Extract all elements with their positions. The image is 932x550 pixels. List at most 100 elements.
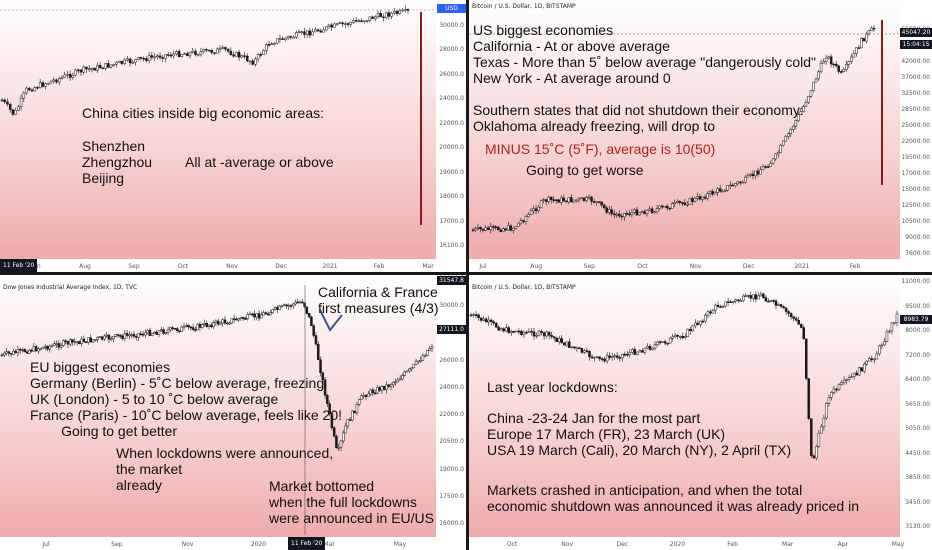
panel-top-left-chart[interactable]: 30000.0 28000.0 26000.0 24000.0 22000.0 20000… (0, 0, 466, 272)
candle (71, 72, 75, 80)
candle (792, 124, 795, 133)
candle (3, 351, 6, 357)
candle (502, 227, 505, 233)
candle (194, 326, 197, 333)
bl-price-axis[interactable]: 31000.030000.028000.026000.024000.022000… (436, 275, 466, 550)
candle (196, 323, 199, 331)
candle (638, 349, 642, 353)
candle (540, 329, 543, 336)
bl-california-note-1: California & France (318, 284, 438, 300)
candle (241, 316, 245, 321)
candle (736, 180, 740, 186)
candle (240, 54, 244, 59)
tl-time-axis[interactable]: JunAugSepOctNovDec2021FebMar (0, 259, 436, 272)
bl-price-tag-high: 31547.8 (437, 276, 466, 285)
candle (544, 198, 548, 206)
candle (781, 140, 785, 147)
candle (278, 304, 281, 310)
candle (77, 68, 80, 74)
panel-top-right-chart[interactable]: 55000.0048000.0042000.0037000.0032500.00… (469, 0, 932, 272)
time-tick-label: Mar (323, 541, 335, 548)
candle (244, 316, 247, 320)
candle (196, 53, 200, 57)
candle (850, 54, 853, 65)
candle (183, 52, 186, 55)
candle (597, 201, 601, 204)
candle (547, 331, 551, 340)
candle (178, 330, 181, 334)
candle (862, 361, 866, 374)
tr-price-tag-time: 15:04:15 (900, 40, 932, 49)
tr-note-line-4: New York - At average around 0 (473, 70, 671, 86)
bl-symbol-header[interactable]: Dow Jones Industrial Average Index, 1D, … (3, 284, 138, 291)
candle (618, 354, 621, 362)
candle (398, 374, 402, 381)
candle (774, 298, 778, 310)
candle (868, 356, 871, 362)
candle (365, 20, 369, 23)
candle (625, 210, 629, 216)
candle (630, 208, 634, 218)
candle (66, 340, 70, 349)
price-tick-label: 15000.00 (901, 186, 930, 193)
price-tick-label: 37000.00 (901, 74, 930, 81)
candle (587, 194, 591, 200)
candle (562, 194, 566, 202)
candle (845, 60, 848, 72)
candle (595, 356, 599, 359)
candle (180, 53, 184, 58)
candle (769, 299, 773, 303)
pane-divider-horizontal[interactable] (0, 272, 932, 275)
candle (527, 328, 531, 333)
candle (39, 348, 42, 351)
price-tick-label: 11000.00 (901, 278, 930, 285)
candle (160, 326, 163, 333)
candle (514, 225, 518, 230)
candle (829, 54, 833, 68)
candle (64, 339, 67, 345)
tr-note-line-7: Oklahoma already freezing, will drop to (473, 118, 716, 134)
candle (273, 41, 276, 46)
candle (726, 185, 729, 192)
br-symbol-header[interactable]: Bitcoin / U.S. Dollar, 1D, BITSTAMP (472, 284, 576, 291)
bl-time-axis[interactable]: Jul Sep Nov 2020 Mar May (0, 537, 436, 550)
tr-time-axis[interactable]: Jul Aug Sep Oct Nov Dec 2021 Feb (469, 259, 900, 272)
time-tick-label: Aug (79, 263, 91, 270)
pane-divider-vertical[interactable] (466, 0, 469, 550)
candle (746, 172, 750, 178)
candle (319, 28, 323, 33)
candle (520, 329, 523, 337)
tr-symbol-header[interactable]: Bitcoin / U.S. Dollar, 1D, BITSTAMP (472, 3, 576, 10)
br-time-axis[interactable]: Oct Nov Dec 2020 Feb Mar Apr May (469, 537, 904, 550)
bl-eu-line-1: EU biggest economies (30, 359, 171, 375)
panel-bottom-right-chart[interactable]: 11000.00 9500.00 8000.00 7200.00 6400.00 5650… (469, 275, 932, 550)
candle (537, 329, 541, 337)
candle (628, 210, 631, 217)
panel-bottom-left-chart[interactable]: 31000.030000.028000.026000.024000.022000… (0, 275, 466, 550)
candle (631, 347, 634, 355)
annotation-check[interactable] (319, 309, 343, 332)
candle (186, 51, 189, 57)
candle (104, 63, 107, 71)
candle (136, 57, 140, 61)
br-price-tag-last: 8983.79 (900, 315, 932, 324)
candle (401, 8, 404, 13)
candle (101, 67, 105, 70)
tl-price-axis[interactable]: 30000.0 28000.0 26000.0 24000.0 22000.0 20000… (436, 0, 466, 272)
br-note-line-7: Markets crashed in anticipation, and whe… (487, 482, 803, 498)
candle (69, 338, 72, 347)
candle (109, 336, 113, 341)
candle (524, 214, 528, 226)
candle (305, 30, 309, 38)
candle (504, 227, 508, 232)
time-tick-label: Mar (782, 541, 794, 548)
candle (8, 103, 12, 113)
candle (221, 318, 224, 327)
candle (568, 338, 571, 349)
candle (583, 348, 586, 355)
candle (552, 196, 555, 203)
candle (698, 193, 702, 201)
candle (297, 29, 301, 34)
tl-candles (0, 5, 436, 225)
candle (615, 212, 619, 218)
